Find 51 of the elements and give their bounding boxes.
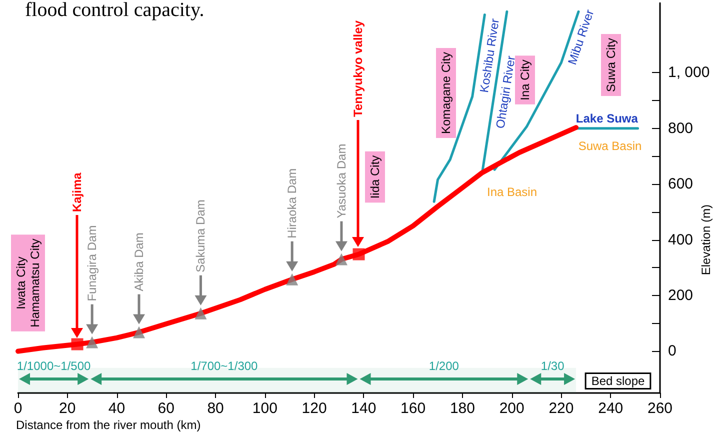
annotation: Kajima bbox=[70, 172, 84, 212]
x-tick-label: 40 bbox=[108, 400, 126, 417]
data-label: Akiba Dam bbox=[132, 232, 146, 292]
x-tick-label: 120 bbox=[302, 400, 327, 417]
y-tick-label: 200 bbox=[668, 287, 694, 304]
y-tick-label: 600 bbox=[668, 176, 694, 193]
point bbox=[86, 336, 98, 348]
point bbox=[335, 253, 348, 266]
y-tick-label: 400 bbox=[668, 231, 694, 248]
x-tick-label: 140 bbox=[351, 400, 376, 417]
point bbox=[132, 326, 145, 338]
annotation: Iwata City Hamamatsu City bbox=[14, 238, 42, 328]
x-tick-label: 220 bbox=[548, 400, 574, 417]
annotation: Ina Basin bbox=[486, 185, 538, 199]
annotation: Tenryukyo valley bbox=[351, 20, 365, 117]
x-tick-label: 100 bbox=[252, 400, 278, 417]
text: Mibu River bbox=[565, 8, 597, 66]
point bbox=[194, 307, 207, 320]
point bbox=[352, 248, 365, 260]
annotation: Bed slope bbox=[591, 374, 646, 388]
x-tick-label: 200 bbox=[499, 400, 524, 417]
annotation: Suwa City bbox=[604, 38, 618, 92]
x-tick-label: 60 bbox=[158, 400, 174, 417]
series-label: Lake Suwa bbox=[576, 111, 638, 126]
annotation: flood control capacity. bbox=[25, 0, 204, 21]
annotation: Suwa Basin bbox=[578, 139, 642, 153]
annotation: Ina City bbox=[518, 60, 532, 100]
y-tick-label: 800 bbox=[668, 120, 694, 137]
x-tick-label: 0 bbox=[14, 400, 22, 417]
band-label: 1/200 bbox=[428, 359, 460, 373]
annotation: Komagane City bbox=[439, 52, 453, 134]
point bbox=[286, 273, 298, 286]
data-label: Yasuoka Dam bbox=[334, 144, 348, 218]
y-tick-label: 1, 000 bbox=[668, 64, 710, 82]
x-tick-label: 240 bbox=[598, 400, 624, 417]
annotation: Iida City bbox=[368, 155, 382, 199]
x-tick-label: 80 bbox=[207, 400, 224, 417]
data-label: Hiraoka Dam bbox=[285, 168, 300, 238]
x-axis-title: Distance from the river mouth (km) bbox=[16, 418, 201, 432]
x-tick-label: 20 bbox=[59, 400, 76, 417]
band-label: 1/30 bbox=[540, 359, 565, 373]
x-tick-label: 160 bbox=[400, 400, 426, 417]
point bbox=[71, 338, 84, 350]
data-label: Sakuma Dam bbox=[194, 200, 208, 272]
x-tick-label: 260 bbox=[647, 400, 673, 417]
data-label: Funagira Dam bbox=[85, 225, 100, 302]
x-tick-label: 180 bbox=[450, 400, 475, 417]
y-tick-label: 0 bbox=[668, 342, 676, 360]
band-label: 1/700~1/300 bbox=[190, 359, 258, 373]
y-axis-title: Elevation (m) bbox=[699, 204, 713, 276]
band-label: 1/1000~1/500 bbox=[16, 359, 91, 373]
